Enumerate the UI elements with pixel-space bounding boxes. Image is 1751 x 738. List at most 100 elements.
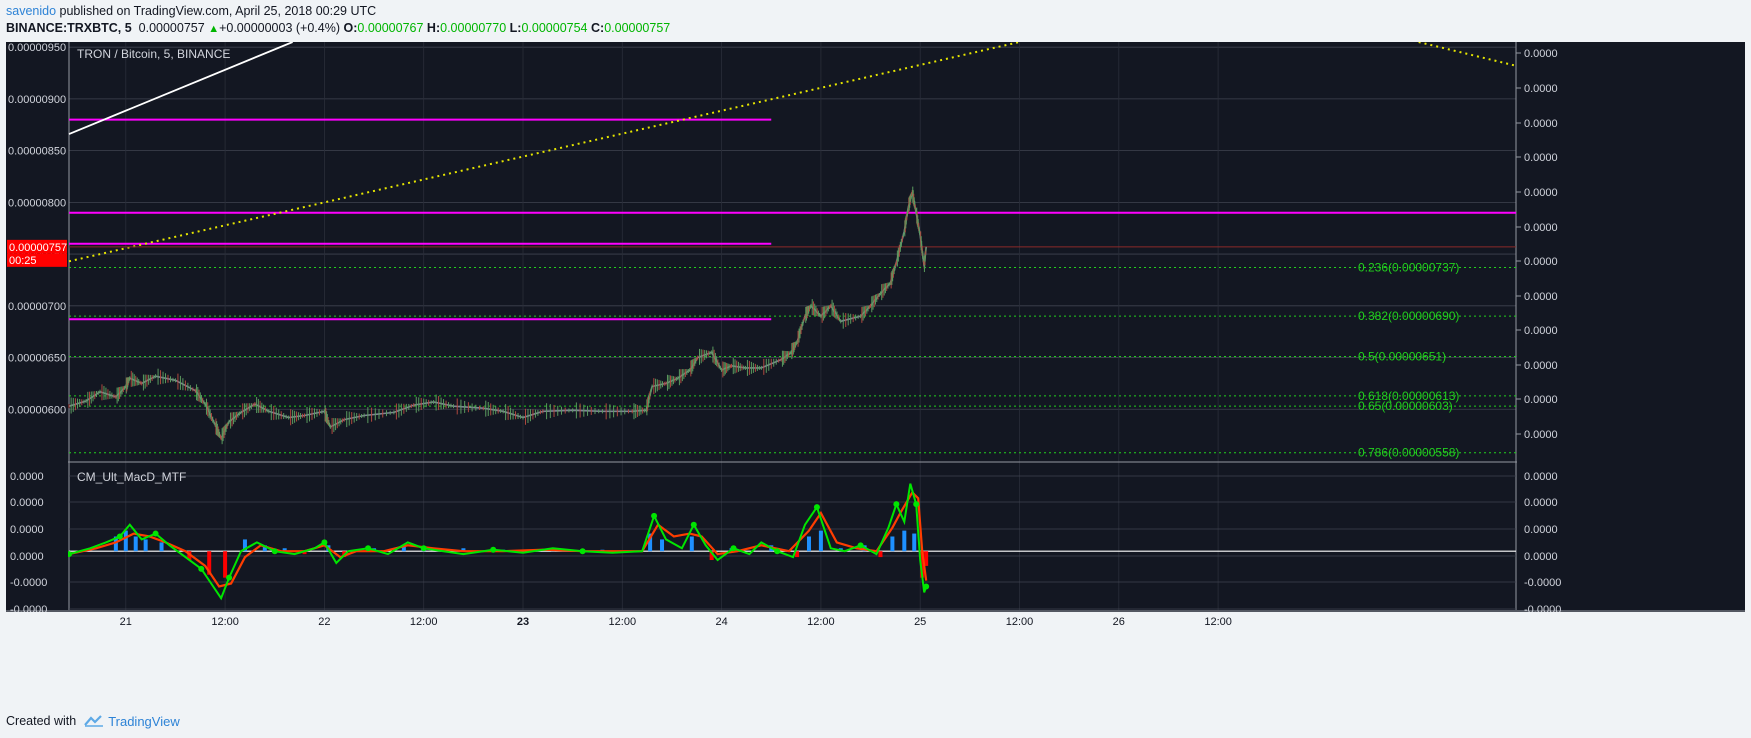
macd-cross-dot [893,501,900,508]
left-axis-area [6,42,68,610]
right-price-axis-label: 0.0000 [1524,118,1558,130]
macd-cross-dot [857,542,864,549]
publish-line: savenido published on TradingView.com, A… [6,4,376,18]
price-axis-label: 0.00000900 [8,94,66,106]
macd-histogram-bar [143,539,148,552]
macd-cross-dot [490,546,497,553]
time-axis-label: 12:00 [211,616,239,628]
open-value: 0.00000767 [357,21,424,35]
right-price-axis-label: 0.0000 [1524,291,1558,303]
macd-cross-dot [774,548,781,555]
macd-histogram-bar [461,548,466,552]
time-axis-label: 12:00 [1204,616,1232,628]
indicator-title: CM_Ult_MacD_MTF [77,470,186,484]
right-price-axis-label: 0.0000 [1524,48,1558,60]
last-price-tag-label: 0.00000757 [9,242,67,254]
fib-level-label: 0.236(0.00000737) [1358,261,1459,275]
right-price-axis-label: 0.0000 [1524,256,1558,268]
macd-cross-dot [420,545,427,552]
macd-right-axis-label: -0.0000 [1524,577,1561,589]
time-axis-label: 22 [318,616,330,628]
macd-axis-label: 0.0000 [10,551,44,563]
right-price-axis-label: 0.0000 [1524,152,1558,164]
last-price: 0.00000757 [138,21,205,35]
trading-chart[interactable]: 0.236(0.00000737) 0.382(0.00000690) 0.5(0.… [6,42,1745,703]
fib-level-label: 0.786(0.00000558) [1358,446,1459,460]
price-axis-label: 0.00000800 [8,197,66,209]
macd-histogram-bar [262,545,267,552]
ticker-line: BINANCE:TRXBTC, 5 0.00000757 ▲+0.0000000… [6,21,670,35]
chart-title: TRON / Bitcoin, 5, BINANCE [77,47,230,61]
tradingview-logo-icon [84,715,104,727]
macd-histogram-bar [302,551,307,555]
macd-histogram-bar [924,551,929,566]
countdown-tag [7,253,67,267]
macd-cross-dot [730,545,737,552]
time-axis-label: 12:00 [1006,616,1034,628]
macd-axis-label: 0.0000 [10,471,44,483]
macd-right-axis-label: 0.0000 [1524,524,1558,536]
price-change: +0.00000003 (+0.4%) [219,21,341,35]
macd-histogram-bar [818,530,823,552]
right-axis-area [1517,42,1745,610]
author-link[interactable]: savenido [6,4,57,18]
macd-histogram-bar [207,551,212,575]
macd-histogram-bar [648,533,653,552]
macd-cross-dot [152,530,159,537]
macd-histogram-bar [282,548,287,552]
fib-level-label: 0.5(0.00000651) [1358,350,1446,364]
open-label: O: [343,21,358,35]
created-with-text: Created with [6,714,77,728]
right-price-axis-label: 0.0000 [1524,394,1558,406]
price-axis-label: 0.00000850 [8,146,66,158]
macd-histogram-bar [133,536,138,552]
last-price-tag [7,239,67,254]
macd-axis-label: 0.0000 [10,497,44,509]
high-value: 0.00000770 [440,21,507,35]
publish-info: published on TradingView.com, April 25, … [59,4,377,18]
macd-cross-dot [923,583,930,590]
fib-level-label: 0.618(0.00000613) [1358,389,1459,403]
close-label: C: [591,21,605,35]
trend-line-dotted[interactable] [68,42,1020,263]
time-axis-label: 23 [517,616,529,628]
macd-cross-dot [913,501,920,508]
trend-line[interactable] [68,42,293,135]
macd-axis-label: -0.0000 [10,577,47,589]
chart-background [6,42,1745,615]
fib-level-label: 0.65(0.00000603) [1358,399,1453,413]
macd-histogram-bar [902,530,907,552]
macd-cross-dot [321,539,328,546]
macd-cross-dot [365,545,372,552]
price-axis-label: 0.00000600 [8,404,66,416]
macd-histogram-bar [878,551,883,558]
macd-histogram-bar [709,551,714,561]
tradingview-brand[interactable]: TradingView [108,713,180,729]
macd-histogram-bar [187,551,192,561]
price-axis-label: 0.00000950 [8,42,66,54]
right-price-axis-label: 0.0000 [1524,360,1558,372]
macd-cross-dot [198,565,205,572]
low-label: L: [509,21,522,35]
macd-cross-dot [579,548,586,555]
macd-histogram-bar [689,536,694,552]
macd-histogram-bar [806,536,811,552]
macd-right-axis-label: 0.0000 [1524,471,1558,483]
right-price-axis-label: 0.0000 [1524,187,1558,199]
right-price-axis-label: 0.0000 [1524,222,1558,234]
close-value: 0.00000757 [604,21,671,35]
macd-histogram-bar [223,551,228,578]
macd-histogram-bar [920,551,925,578]
macd-histogram-bar [159,542,164,552]
chart-header: savenido published on TradingView.com, A… [6,2,1746,38]
macd-cross-dot [813,504,820,511]
macd-histogram-bar [123,530,128,552]
macd-histogram-bar [113,536,118,552]
time-axis-label: 12:00 [807,616,835,628]
macd-histogram-bar [795,551,800,558]
macd-right-axis-label: 0.0000 [1524,551,1558,563]
footer: Created with TradingView [6,711,180,731]
countdown-label: 00:25 [9,255,37,267]
macd-cross-dot [271,548,278,555]
time-axis-label: 12:00 [410,616,438,628]
